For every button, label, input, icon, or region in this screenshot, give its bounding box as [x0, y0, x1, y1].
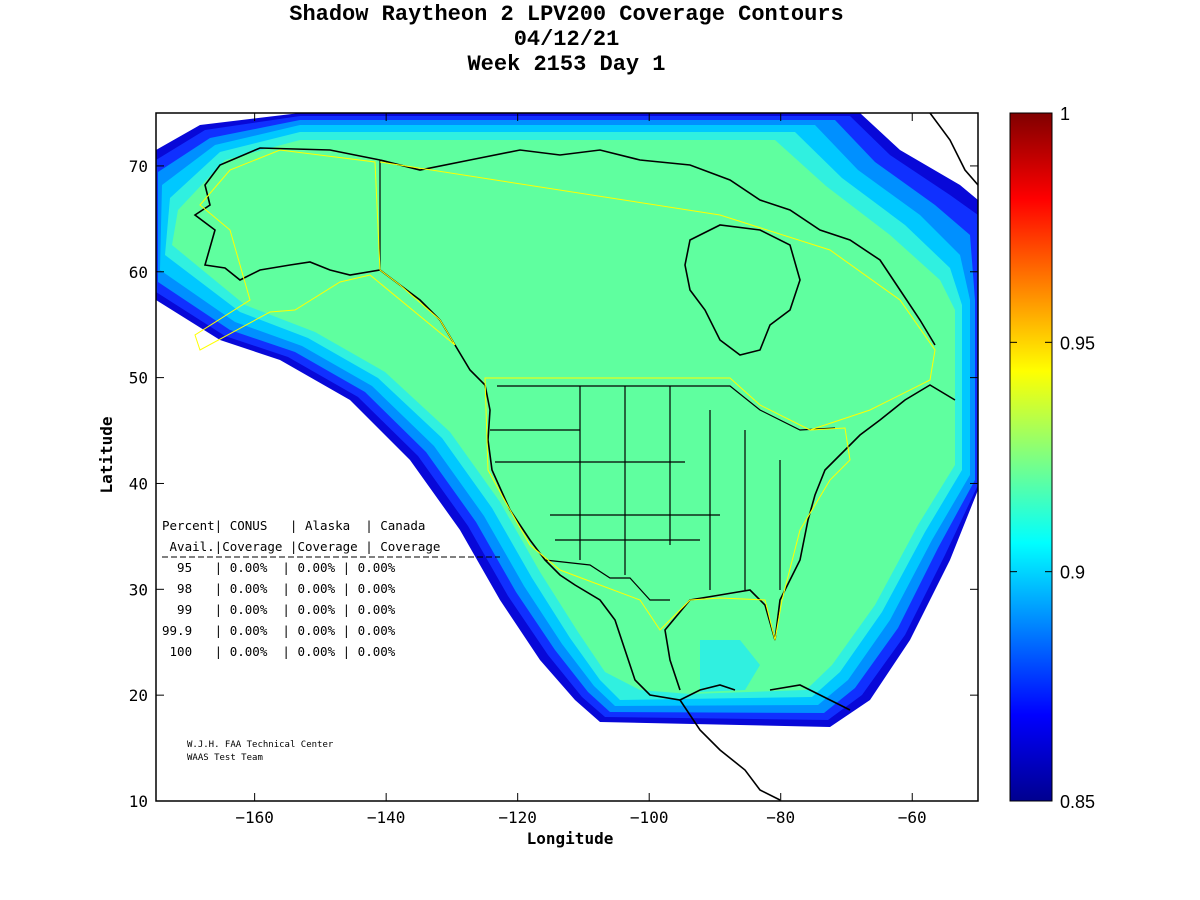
table-header-1: Percent| CONUS | Alaska | Canada: [162, 518, 425, 533]
contour-gulf-ring: [700, 640, 760, 692]
coverage-contours: [156, 113, 978, 801]
y-axis: 10 20 30 40 50 60 70: [129, 157, 978, 811]
coastline-canada-arctic: [379, 149, 936, 346]
coverage-table: Percent| CONUS | Alaska | Canada Avail.|…: [162, 518, 500, 659]
table-row: 98 | 0.00% | 0.00% | 0.00%: [162, 581, 396, 596]
credit-line-2: WAAS Test Team: [187, 753, 263, 763]
coastline-hudson-bay: [684, 224, 801, 356]
boundary-conus: [484, 377, 851, 641]
chart-title-line-3: Week 2153 Day 1: [467, 52, 666, 77]
chart-title-line-1: Shadow Raytheon 2 LPV200 Coverage Contou…: [289, 2, 844, 27]
credit-line-1: W.J.H. FAA Technical Center: [187, 740, 334, 750]
chart-title-line-2: 04/12/21: [513, 27, 620, 52]
contour-core: [172, 140, 955, 694]
y-tick-label: 20: [129, 686, 148, 705]
colorbar-tick-label: 0.9: [1060, 563, 1085, 583]
service-area-boundaries: [194, 149, 936, 641]
table-header-2: Avail.|Coverage |Coverage | Coverage: [162, 539, 440, 554]
colorbar-tick-label: 0.95: [1060, 333, 1095, 353]
table-row: 100 | 0.00% | 0.00% | 0.00%: [162, 644, 396, 659]
x-tick-label: −80: [766, 808, 795, 827]
y-axis-label: Latitude: [97, 416, 116, 493]
boundary-canada: [379, 161, 936, 431]
table-row: 95 | 0.00% | 0.00% | 0.00%: [162, 560, 396, 575]
y-tick-label: 30: [129, 580, 148, 599]
table-row: 99 | 0.00% | 0.00% | 0.00%: [162, 602, 396, 617]
y-tick-label: 40: [129, 474, 148, 493]
x-tick-label: −160: [235, 808, 274, 827]
coastline-greenland-edge: [929, 113, 978, 186]
contour-bands: [156, 113, 978, 727]
border-state-grid: [490, 386, 781, 590]
boundary-alaska: [194, 149, 456, 351]
y-tick-label: 10: [129, 792, 148, 811]
coastline-pacific-west: [484, 384, 736, 701]
coastlines: [193, 113, 978, 801]
colorbar: 0.85 0.9 0.95 1: [1009, 104, 1095, 812]
x-tick-label: −60: [898, 808, 927, 827]
coastline-central-america: [679, 699, 781, 801]
colorbar-tick-label: 0.85: [1060, 792, 1095, 812]
colorbar-tick-label: 1: [1060, 104, 1070, 124]
coastline-alaska: [193, 147, 486, 386]
border-us-mexico: [544, 559, 670, 601]
credits: W.J.H. FAA Technical Center WAAS Test Te…: [187, 740, 334, 763]
plot-frame: [155, 112, 979, 802]
y-tick-label: 70: [129, 157, 148, 176]
x-tick-label: −100: [630, 808, 669, 827]
y-tick-label: 60: [129, 263, 148, 282]
x-axis-label: Longitude: [527, 829, 614, 848]
x-tick-label: −140: [367, 808, 406, 827]
table-row: 99.9 | 0.00% | 0.00% | 0.00%: [162, 623, 396, 638]
y-tick-label: 50: [129, 369, 148, 388]
x-axis: −160 −140 −120 −100 −80 −60: [235, 113, 927, 827]
coastline-islands-cuba: [769, 684, 851, 711]
x-tick-label: −120: [498, 808, 537, 827]
colorbar-gradient: [1009, 112, 1053, 802]
